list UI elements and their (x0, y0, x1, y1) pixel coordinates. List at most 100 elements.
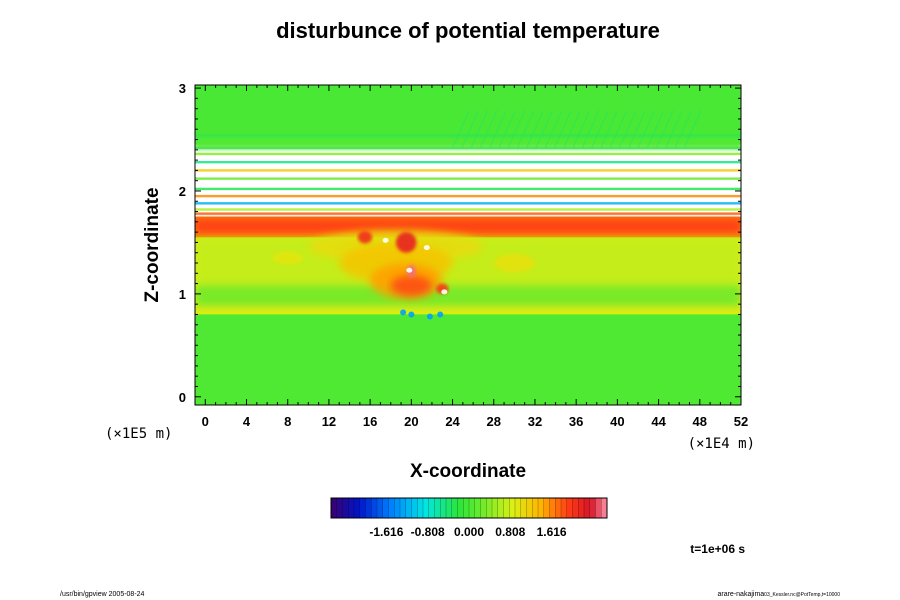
cold-cell-0 (408, 311, 415, 318)
colorbar-cell (515, 498, 522, 518)
wave-ripple-2 (470, 110, 489, 149)
band-streak-9 (195, 212, 741, 215)
colorbar-cell (451, 498, 458, 518)
colorbar-cell (584, 498, 591, 518)
colorbar-cell (595, 498, 602, 518)
x-tick-label: 0 (202, 414, 209, 429)
colorbar-cell (446, 498, 453, 518)
colorbar-cell (474, 498, 481, 518)
chart-title: disturbunce of potential temperature (276, 18, 660, 43)
time-label: t=1e+06 s (690, 542, 745, 556)
cold-cell-2 (437, 311, 444, 318)
wave-ripple-6 (507, 110, 526, 149)
x-tick-label: 20 (404, 414, 418, 429)
colorbar-cell (497, 498, 504, 518)
colorbar-cell (440, 498, 447, 518)
colorbar-cell (538, 498, 545, 518)
y-axis-ticks: 0 1 2 3 (179, 81, 741, 405)
colorbar-cell (428, 498, 435, 518)
colorbar-frame (330, 497, 608, 519)
colorbar-cell (503, 498, 510, 518)
colorbar-tick-label: -1.616 (369, 525, 403, 539)
colorbar-cell (572, 498, 579, 518)
wave-ripple-16 (600, 110, 618, 149)
footer-right-sub: 03_Kessler.nc@PotTemp,t=10000 (764, 592, 840, 598)
cold-cell-3 (400, 309, 407, 316)
plume-pocket-1 (423, 245, 430, 251)
heatmap-field (195, 85, 741, 405)
x-tick-label: 4 (243, 414, 251, 429)
y-axis-unit: (×1E5 m) (105, 426, 172, 442)
wave-ripple-25 (683, 110, 702, 149)
colorbar-cell (566, 498, 573, 518)
colorbar-cell (549, 498, 556, 518)
footer-right: arare-nakajima03_Kessler.nc@PotTemp,t=10… (717, 591, 840, 598)
plume-pocket-2 (382, 237, 389, 243)
colorbar-cell (388, 498, 395, 518)
colorbar-cell (555, 498, 562, 518)
colorbar-cell (411, 498, 418, 518)
wave-ripple-8 (526, 110, 544, 149)
colorbar-tick-label: 1.616 (537, 525, 567, 539)
band-streak-2 (195, 160, 741, 164)
band-streak-7 (195, 202, 741, 205)
wave-ripple-20 (637, 110, 656, 149)
x-tick-label: 36 (569, 414, 583, 429)
wave-ripple-23 (665, 110, 683, 149)
x-tick-label: 24 (445, 414, 460, 429)
wave-ripple-19 (628, 110, 646, 149)
plume-cell-5 (357, 231, 373, 244)
wave-ripple-1 (461, 110, 479, 149)
colorbar-cell (589, 498, 596, 518)
colorbar-cell (434, 498, 441, 518)
wave-ripple-24 (674, 110, 693, 149)
x-tick-label: 28 (487, 414, 501, 429)
wave-ripple-12 (563, 110, 581, 149)
plume-pocket-3 (441, 289, 448, 295)
plume-pocket-0 (406, 267, 413, 273)
band-streak-8 (195, 208, 741, 211)
wave-ripple-0 (451, 110, 470, 149)
band-streak-5 (195, 187, 741, 191)
x-tick-label: 40 (610, 414, 624, 429)
field-band-0 (195, 85, 741, 135)
colorbar-cell (532, 498, 539, 518)
colorbar-cell (486, 498, 493, 518)
colorbar-tick-label: 0.000 (454, 525, 484, 539)
y-tick-label: 1 (179, 287, 186, 302)
colorbar-cell (417, 498, 424, 518)
x-tick-label: 16 (363, 414, 377, 429)
colorbar-cell (561, 498, 568, 518)
x-tick-label: 8 (284, 414, 291, 429)
colorbar-cell (578, 498, 585, 518)
wave-ripple-5 (498, 110, 516, 149)
colorbar-cell (377, 498, 384, 518)
colorbar-cell (359, 498, 366, 518)
band-top-transition (195, 137, 741, 150)
x-tick-label: 44 (651, 414, 666, 429)
colorbar-cell (423, 498, 430, 518)
colorbar-cell (382, 498, 389, 518)
wave-ripple-22 (655, 110, 674, 149)
colorbar-cell (543, 498, 550, 518)
colorbar-cell (371, 498, 378, 518)
x-axis-ticks: 0 4 8 12 16 20 24 28 32 36 40 44 48 52 (194, 85, 748, 429)
wave-ripple-17 (609, 110, 628, 149)
colorbar: -1.616 -0.808 0.000 0.808 1.616 (330, 497, 608, 539)
colorbar-cell (480, 498, 487, 518)
colorbar-cell (520, 498, 527, 518)
wave-ripple-9 (535, 110, 554, 149)
colorbar-cell (394, 498, 401, 518)
plume-cell-8 (493, 253, 535, 273)
cold-cell-1 (426, 313, 433, 320)
x-tick-label: 48 (693, 414, 707, 429)
wave-ripple-15 (591, 110, 609, 149)
colorbar-cell (526, 498, 533, 518)
colorbar-cell (457, 498, 464, 518)
plume-cell-9 (272, 251, 304, 265)
field-transition-1 (195, 285, 741, 307)
field-transition-2 (195, 219, 741, 233)
y-tick-label: 2 (179, 184, 186, 199)
colorbar-cell (405, 498, 412, 518)
